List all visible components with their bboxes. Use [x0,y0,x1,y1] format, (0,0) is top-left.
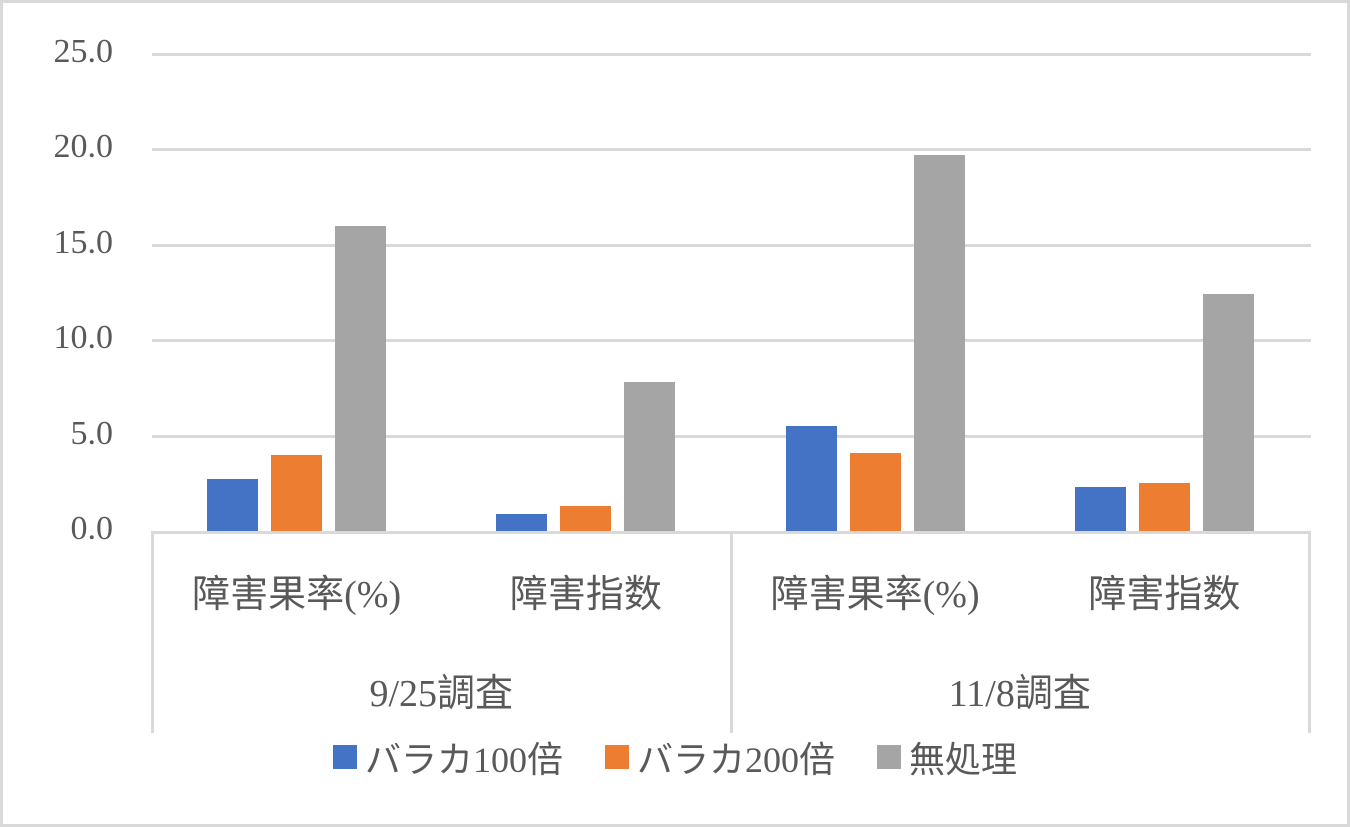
gridline [152,148,1311,152]
gridline [152,434,1311,438]
bar-baraka-200x [1138,483,1190,531]
category-axis-left-border [151,531,154,733]
bar-baraka-100x [1074,487,1126,531]
bar-baraka-100x [496,513,548,531]
gridline [152,339,1311,343]
category-axis-group-divider [729,531,733,733]
bar-untreated [624,382,676,531]
legend-label: バラカ100倍 [364,740,563,780]
category-label: 障害果率(%) [192,574,402,616]
legend-item: バラカ100倍 [332,731,563,783]
bar-untreated [1202,294,1254,531]
legend-label: バラカ200倍 [636,740,835,780]
legend-item: バラカ200倍 [604,731,835,783]
legend-swatch-icon [604,745,629,769]
category-axis-right-border [1308,531,1311,733]
gridline [152,243,1311,247]
category-label: 障害指数 [509,574,662,616]
bar-untreated [335,225,387,531]
group-label: 11/8調査 [948,673,1091,715]
bar-baraka-200x [271,454,323,531]
gridline [152,53,1311,56]
bar-baraka-100x [207,479,259,531]
legend-item: 無処理 [877,731,1017,783]
y-axis-tick-label: 10.0 [53,319,114,357]
y-axis-tick-label: 20.0 [53,128,114,166]
legend: バラカ100倍 バラカ200倍 無処理 [0,732,1350,782]
group-label: 9/25調査 [369,673,514,715]
category-label: 障害指数 [1088,574,1241,616]
y-axis-tick-label: 5.0 [70,414,114,452]
bar-untreated [913,155,965,531]
bar-baraka-100x [785,426,837,531]
bar-baraka-200x [849,452,901,531]
bar-baraka-200x [560,506,612,531]
legend-swatch-icon [332,745,357,769]
y-axis-tick-label: 25.0 [53,33,114,70]
category-label: 障害果率(%) [770,574,980,616]
legend-label: 無処理 [909,740,1018,780]
y-axis-tick-label: 15.0 [53,223,114,261]
y-axis-tick-label: 0.0 [70,510,114,547]
legend-swatch-icon [877,745,901,769]
